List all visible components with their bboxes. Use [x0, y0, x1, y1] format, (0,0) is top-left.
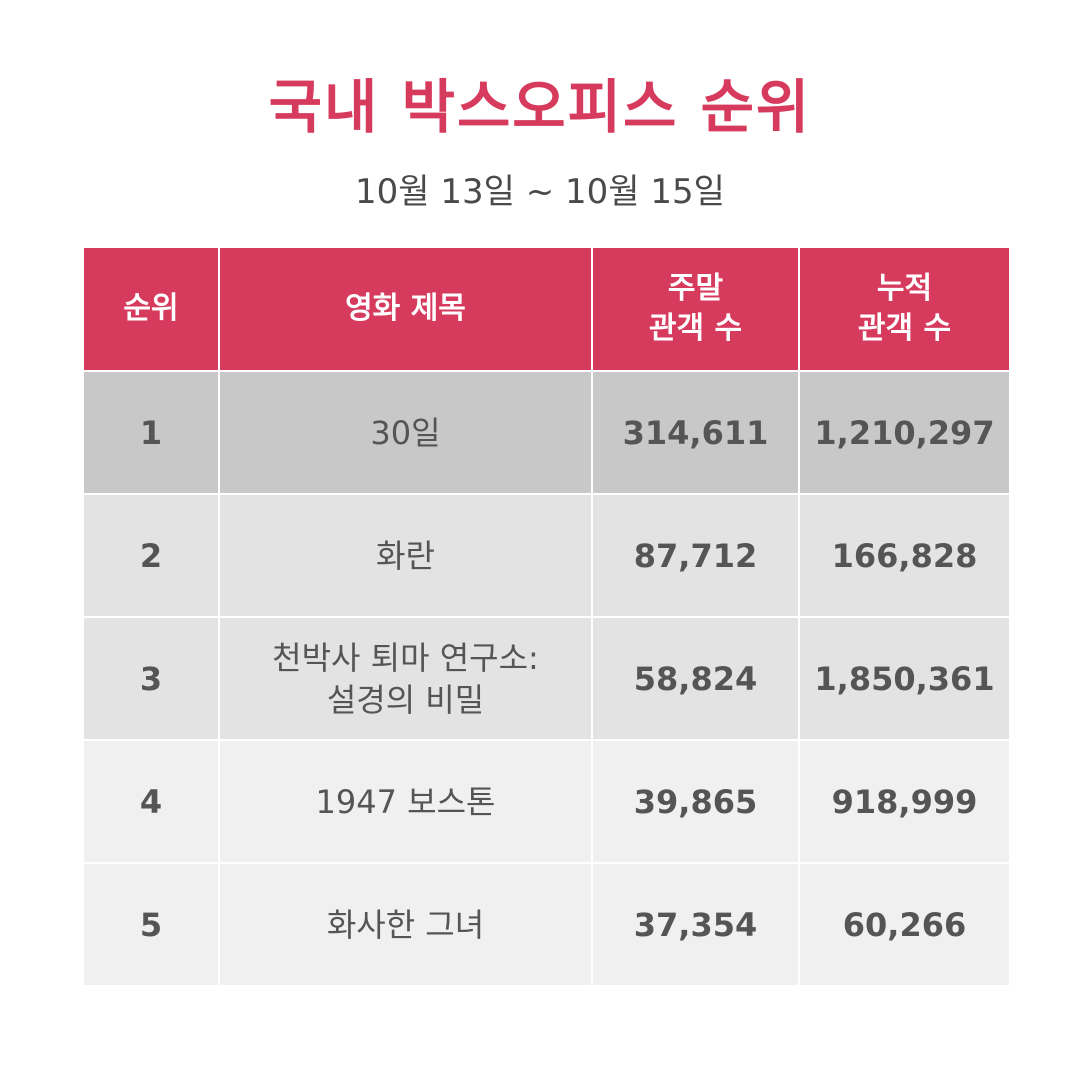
table-row: 1 30일 314,611 1,210,297	[84, 371, 1009, 495]
total-audience-cell: 60,266	[799, 863, 1009, 987]
total-audience-cell: 1,850,361	[799, 617, 1009, 741]
weekend-audience-cell: 87,712	[592, 494, 800, 618]
rank-cell: 4	[84, 740, 220, 864]
rank-cell: 1	[84, 371, 220, 495]
page-title: 국내 박스오피스 순위	[268, 73, 812, 141]
movie-title-cell: 화사한 그녀	[219, 863, 593, 987]
header-rank: 순위	[84, 248, 220, 372]
table-row: 2 화란 87,712 166,828	[84, 494, 1009, 618]
rank-cell: 2	[84, 494, 220, 618]
header-total-audience: 누적 관객 수	[799, 248, 1009, 372]
movie-title-line: 1947 보스톤	[315, 782, 496, 821]
total-audience-cell: 918,999	[799, 740, 1009, 864]
movie-title-cell: 30일	[219, 371, 593, 495]
total-audience-cell: 166,828	[799, 494, 1009, 618]
weekend-audience-cell: 314,611	[592, 371, 800, 495]
movie-title-line: 30일	[370, 413, 441, 452]
weekend-audience-cell: 58,824	[592, 617, 800, 741]
table-header-row: 순위 영화 제목 주말 관객 수 누적 관객 수	[84, 248, 1009, 372]
movie-title-line: 설경의 비밀	[326, 680, 485, 719]
movie-title-line: 화란	[376, 536, 435, 575]
movie-title-cell: 1947 보스톤	[219, 740, 593, 864]
header-weekend-audience-line2: 관객 수	[648, 311, 743, 346]
header-rank-label: 순위	[123, 291, 179, 326]
movie-title-cell: 화란	[219, 494, 593, 618]
rank-cell: 3	[84, 617, 220, 741]
movie-title-line: 화사한 그녀	[326, 905, 485, 944]
movie-title-cell: 천박사 퇴마 연구소: 설경의 비밀	[219, 617, 593, 741]
rank-cell: 5	[84, 863, 220, 987]
header-movie-title-label: 영화 제목	[345, 291, 466, 326]
header-total-audience-line2: 관객 수	[857, 311, 952, 346]
box-office-table: 순위 영화 제목 주말 관객 수 누적 관객 수 1 30일 314,611 1…	[84, 248, 1009, 987]
movie-title-line: 천박사 퇴마 연구소:	[272, 638, 539, 677]
date-range: 10월 13일 ~ 10월 15일	[355, 172, 725, 212]
table-row: 3 천박사 퇴마 연구소: 설경의 비밀 58,824 1,850,361	[84, 617, 1009, 741]
table-row: 5 화사한 그녀 37,354 60,266	[84, 863, 1009, 987]
table-row: 4 1947 보스톤 39,865 918,999	[84, 740, 1009, 864]
header-movie-title: 영화 제목	[219, 248, 593, 372]
header-total-audience-line1: 누적	[876, 271, 933, 306]
header-weekend-audience: 주말 관객 수	[592, 248, 800, 372]
header-weekend-audience-line1: 주말	[667, 271, 724, 306]
weekend-audience-cell: 37,354	[592, 863, 800, 987]
total-audience-cell: 1,210,297	[799, 371, 1009, 495]
weekend-audience-cell: 39,865	[592, 740, 800, 864]
